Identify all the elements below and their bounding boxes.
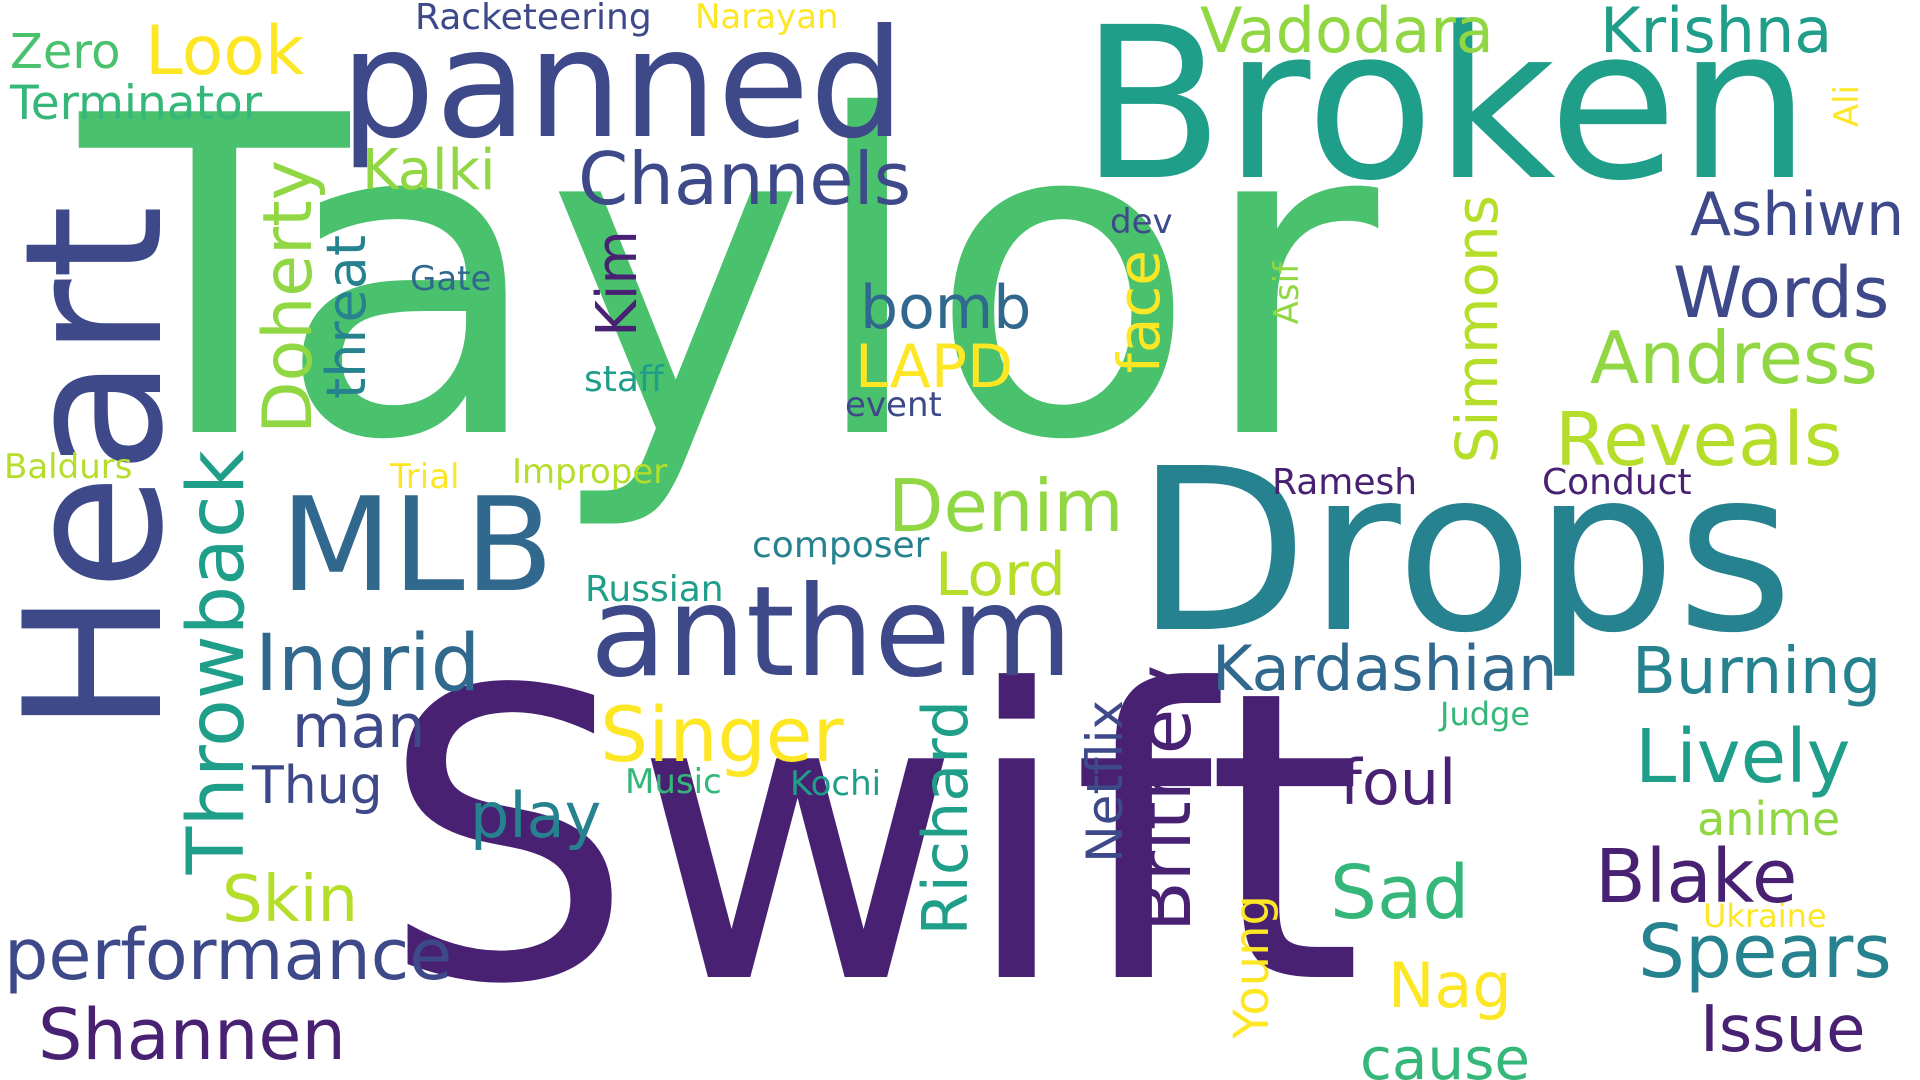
word-kalki: Kalki [362,138,496,203]
word-shannen: Shannen [38,994,346,1076]
word-lapd: LAPD [855,332,1014,402]
word-andress: Andress [1590,316,1878,400]
word-zero: Zero [10,24,121,80]
word-netflix: Netflix [1076,700,1134,863]
word-ramesh: Ramesh [1272,462,1418,503]
word-ashiwn: Ashiwn [1690,180,1905,250]
word-foul: foul [1340,746,1457,819]
word-russian: Russian [585,569,724,610]
word-gate: Gate [410,259,492,299]
word-staff: staff [584,359,664,400]
word-doherty: Doherty [249,160,328,434]
word-denim: Denim [888,464,1124,548]
word-racketeering: Racketeering [415,0,652,38]
word-performance: performance [4,914,453,996]
word-anime: anime [1697,792,1841,846]
word-play: play [470,779,602,852]
word-cause: cause [1360,1025,1531,1080]
word-improper: Improper [512,452,668,492]
word-narayan: Narayan [695,0,839,37]
word-reveals: Reveals [1555,397,1843,483]
word-composer: composer [752,525,930,566]
word-dev: dev [1110,202,1173,242]
word-terminator: Terminator [10,76,263,131]
word-anthem: anthem [590,560,1073,705]
word-richard: Richard [909,700,982,936]
word-swift: Swift [380,607,1363,1072]
word-taylor: Taylor [80,24,1379,536]
word-man: man [292,692,426,762]
word-event: event [845,385,942,425]
word-panned: panned [340,0,905,172]
word-words: Words [1673,252,1890,334]
word-issue: Issue [1700,993,1866,1067]
word-vadodara: Vadodara [1200,0,1494,67]
word-s: s [818,835,839,881]
word-trial: Trial [390,457,460,497]
word-simmons: Simmons [1443,195,1511,464]
word-kochi: Kochi [790,764,882,804]
word-drops: Drops [1135,421,1794,683]
word-mlb: MLB [280,469,554,621]
word-skin: Skin [222,863,359,937]
word-baldurs: Baldurs [4,447,133,487]
word-nag: Nag [1388,949,1512,1022]
word-lively: Lively [1635,714,1851,800]
word-judge: Judge [1440,695,1531,733]
word-sad: Sad [1330,850,1470,936]
word-britney: Britney [1122,665,1208,932]
word-bomb: bomb [860,273,1032,343]
word-broken: Broken [1080,0,1811,227]
word-asif: Asif [1267,262,1307,325]
word-ingrid: Ingrid [255,619,481,709]
word-threat: threat [315,235,378,399]
word-look: Look [145,12,305,91]
word-kim: Kim [585,230,650,337]
word-singer: Singer [600,690,844,779]
word-throwback: Throwback [172,450,262,875]
word-young: Young [1224,895,1280,1039]
word-face: face [1105,250,1173,374]
word-channels: Channels [578,137,912,221]
word-music: Music [625,762,722,802]
word-krishna: Krishna [1600,0,1833,67]
word-spears: Spears [1638,909,1892,995]
word-kardashian: Kardashian [1212,632,1558,705]
word-ukraine: Ukraine [1703,897,1827,935]
word-ali: Ali [1827,85,1867,128]
word-lord: Lord [935,540,1066,610]
word-blake: Blake [1595,834,1798,920]
word-thug: Thug [252,756,383,816]
word-conduct: Conduct [1542,462,1692,503]
word-burning: Burning [1632,635,1882,709]
